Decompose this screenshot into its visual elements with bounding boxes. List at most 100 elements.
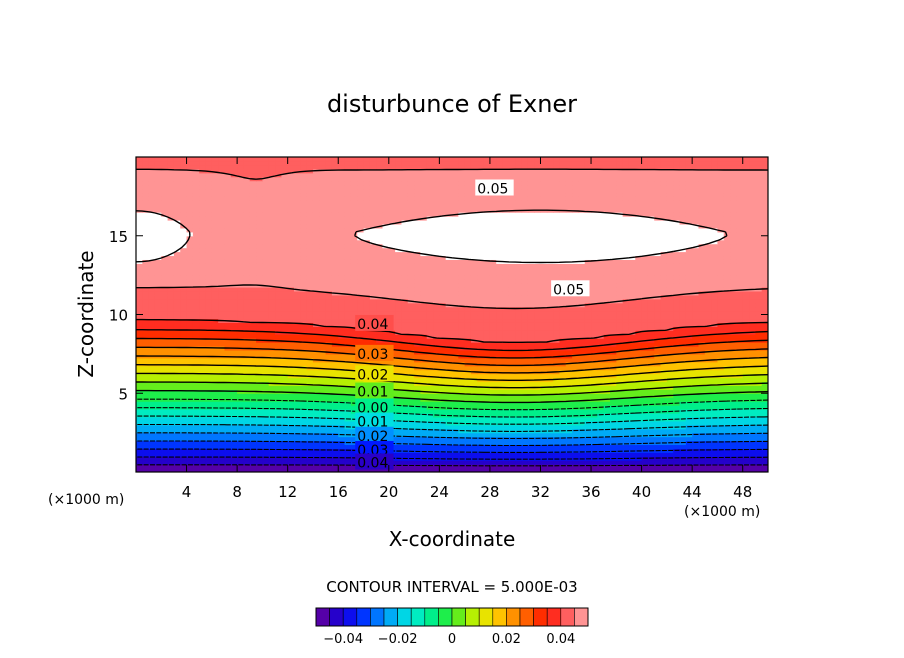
contour-fill-cell [275, 357, 282, 363]
contour-fill-cell [591, 310, 598, 316]
contour-fill-cell [192, 464, 200, 469]
contour-fill-cell [679, 310, 687, 316]
contour-fill-cell [527, 298, 535, 304]
contour-fill-cell [591, 369, 598, 375]
contour-fill-cell [508, 440, 516, 446]
contour-fill-cell [439, 369, 447, 375]
contour-fill-cell [161, 409, 169, 414]
contour-fill-cell [281, 342, 289, 347]
contour-fill-cell [205, 283, 213, 288]
contour-fill-cell [218, 468, 226, 472]
contour-fill-cell [445, 393, 453, 398]
contour-fill-cell [679, 468, 687, 472]
contour-fill-cell [477, 275, 485, 280]
contour-fill-cell [553, 298, 561, 304]
contour-fill-cell [344, 412, 352, 418]
contour-fill-cell [483, 412, 491, 418]
contour-fill-cell [685, 275, 693, 280]
contour-fill-cell [698, 286, 706, 292]
contour-fill-cell [540, 416, 548, 422]
contour-fill-cell [761, 452, 768, 457]
contour-fill-cell [521, 416, 529, 422]
contour-fill-cell [445, 318, 453, 323]
contour-fill-cell [173, 464, 181, 469]
contour-fill-cell [142, 283, 150, 288]
contour-fill-cell [477, 420, 485, 426]
contour-fill-cell [205, 440, 213, 446]
contour-fill-cell [287, 377, 295, 383]
contour-fill-cell [211, 298, 219, 304]
contour-fill-cell [180, 420, 188, 426]
contour-fill-cell [698, 440, 706, 446]
contour-fill-cell [591, 401, 598, 406]
contour-fill-cell [281, 385, 289, 390]
contour-fill-cell [660, 365, 668, 371]
contour-fill-cell [622, 444, 630, 449]
contour-fill-cell [445, 298, 453, 304]
contour-fill-cell [192, 377, 200, 383]
contour-fill-cell [647, 385, 655, 390]
contour-fill-cell [192, 310, 200, 316]
contour-fill-cell [572, 314, 579, 320]
contour-fill-cell [249, 369, 257, 375]
contour-fill-cell [610, 412, 617, 418]
contour-fill-cell [154, 393, 162, 398]
contour-fill-cell [154, 318, 162, 323]
contour-fill-cell [401, 432, 409, 438]
contour-fill-cell [230, 444, 238, 449]
contour-fill-cell [616, 412, 624, 418]
contour-fill-cell [540, 349, 548, 355]
contour-fill-cell [192, 290, 200, 296]
contour-fill-cell [452, 322, 459, 327]
contour-fill-cell [192, 302, 200, 308]
contour-fill-cell [331, 346, 339, 351]
contour-fill-cell [294, 306, 301, 312]
contour-fill-cell [565, 448, 573, 453]
contour-fill-cell [154, 420, 162, 426]
contour-fill-cell [508, 314, 516, 320]
contour-fill-cell [433, 409, 440, 414]
contour-fill-cell [736, 440, 744, 446]
contour-fill-cell [142, 275, 150, 280]
contour-fill-cell [211, 326, 219, 331]
contour-fill-cell [654, 302, 662, 308]
contour-fill-cell [306, 456, 314, 461]
contour-fill-cell [230, 460, 238, 465]
contour-fill-cell [211, 294, 219, 300]
contour-fill-cell [534, 310, 542, 316]
contour-fill-cell [281, 432, 289, 438]
contour-fill-cell [660, 283, 668, 288]
contour-fill-cell [483, 353, 491, 359]
contour-fill-cell [723, 409, 731, 414]
contour-fill-cell [445, 416, 453, 422]
contour-fill-cell [262, 424, 270, 430]
contour-fill-cell [527, 468, 535, 472]
contour-fill-cell [180, 349, 188, 355]
contour-fill-cell [369, 330, 377, 335]
contour-fill-cell [230, 440, 238, 446]
contour-fill-cell [350, 428, 358, 434]
contour-fill-cell [224, 361, 232, 367]
contour-fill-cell [749, 326, 756, 331]
contour-fill-cell [458, 381, 466, 386]
contour-fill-cell [641, 464, 649, 469]
contour-fill-cell [540, 452, 548, 457]
contour-fill-cell [527, 330, 535, 335]
contour-fill-cell [281, 369, 289, 375]
contour-fill-cell [237, 381, 245, 386]
contour-fill-cell [192, 409, 200, 414]
contour-fill-cell [433, 342, 440, 347]
contour-fill-cell [439, 381, 447, 386]
contour-fill-cell [717, 346, 725, 351]
contour-fill-cell [508, 405, 516, 410]
contour-fill-cell [489, 460, 497, 465]
contour-fill-cell [559, 460, 567, 465]
contour-fill-cell [414, 294, 421, 300]
contour-fill-cell [445, 409, 453, 414]
contour-fill-cell [401, 464, 409, 469]
contour-fill-cell [698, 464, 706, 469]
contour-fill-cell [477, 330, 485, 335]
contour-fill-cell [287, 310, 295, 316]
contour-fill-cell [723, 357, 731, 363]
contour-fill-cell [445, 346, 453, 351]
